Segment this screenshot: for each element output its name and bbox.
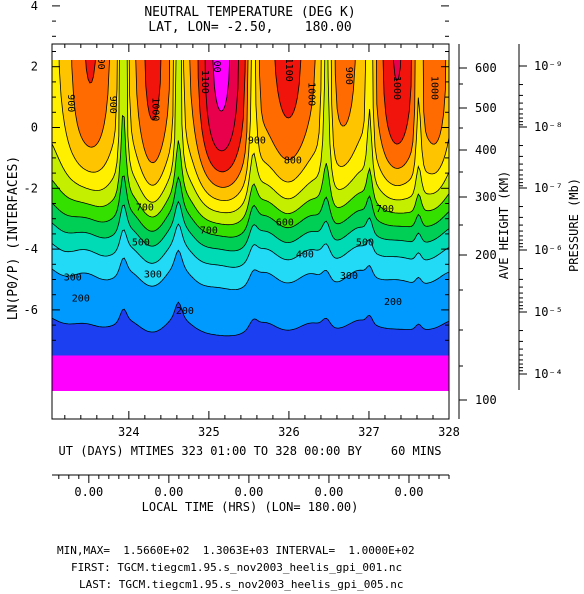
height-tick-label: 200: [475, 248, 497, 262]
info-first-file: FIRST: TGCM.tiegcm1.95.s_nov2003_heelis_…: [71, 561, 402, 574]
contour-line-700: [52, 114, 449, 226]
pressure-tick-label: 10⁻⁴: [534, 367, 563, 381]
contour-label: 1000: [149, 97, 160, 121]
pressure-axis: 10⁻⁹ 10⁻⁸ 10⁻⁷ 10⁻⁶ 10⁻⁵ 10⁻⁴: [518, 44, 563, 390]
contour-label: 700: [200, 225, 218, 236]
pressure-tick-label: 10⁻⁸: [534, 120, 563, 134]
contour-line-900: [58, 60, 449, 201]
plot-area: 300 200 300 200 300 200 700 400 600 500 500 700 700 8…: [51, 0, 450, 420]
contour-line-300: [52, 249, 449, 290]
y-tick-label: 0: [31, 121, 38, 135]
height-tick-label: 300: [475, 190, 497, 204]
contour-line-800: [52, 60, 449, 214]
pressure-tick-label: 10⁻⁷: [534, 181, 563, 195]
contour-line-400: [52, 223, 449, 268]
contour-label: 500: [356, 238, 374, 249]
contour-label: 1000: [429, 76, 440, 100]
plot-frame: [51, 43, 450, 420]
contour-label: 600: [276, 218, 294, 229]
y-tick-label: -6: [24, 303, 38, 317]
pressure-tick-label: 10⁻⁵: [534, 305, 563, 319]
x-tick-label: 325: [198, 425, 220, 439]
contour-label: 900: [107, 96, 118, 114]
x-tick-label: 324: [118, 425, 140, 439]
contour-label: 1100: [199, 70, 210, 94]
local-time-axis-label: LOCAL TIME (HRS) (LON= 180.00): [142, 500, 359, 514]
contour-label: 1100: [283, 58, 294, 82]
y-axis-label: LN(P0/P) (INTERFACES): [6, 156, 21, 320]
contour-label: 1000: [391, 76, 402, 100]
height-axis-label: AVE HEIGHT (KM): [497, 171, 511, 279]
height-tick-label: 400: [475, 143, 497, 157]
contour-label: 200: [72, 294, 90, 305]
contour-label: 900: [65, 94, 76, 112]
local-time-axis: 0.00 0.00 0.00 0.00 0.00: [52, 474, 450, 499]
contour-line-500: [52, 200, 449, 252]
contour-label: 1100: [385, 0, 396, 3]
x-tick-label: 327: [358, 425, 380, 439]
x-axis: 324 325 326 327 328: [64, 44, 460, 439]
height-tick-label: 600: [475, 61, 497, 75]
y-tick-label: -4: [24, 242, 38, 256]
contour-line-600: [52, 175, 449, 238]
local-time-tick-label: 0.00: [74, 485, 103, 499]
contour-label: 300: [340, 271, 358, 282]
contour-label: 900: [343, 67, 354, 85]
contour-line-1000: [71, 60, 447, 188]
contour-label: 800: [284, 155, 302, 166]
local-time-tick-label: 0.00: [154, 485, 183, 499]
local-time-tick-label: 0.00: [395, 485, 424, 499]
y-tick-label: 2: [31, 60, 38, 74]
temperature-bands: [52, 60, 449, 356]
contour-label: 300: [64, 272, 82, 283]
chart-title: NEUTRAL TEMPERATURE (DEG K): [144, 5, 355, 20]
info-minmax: MIN,MAX= 1.5660E+02 1.3063E+03 INTERVAL=…: [57, 544, 415, 557]
local-time-tick-label: 0.00: [314, 485, 343, 499]
y-tick-label: -2: [24, 181, 38, 195]
local-time-tick-label: 0.00: [234, 485, 263, 499]
pressure-tick-label: 10⁻⁹: [534, 59, 563, 73]
pressure-tick-label: 10⁻⁶: [534, 243, 563, 257]
y-axis: 6420-2-4-6: [24, 0, 449, 341]
contour-label: 200: [384, 297, 402, 308]
contour-label: 1000: [305, 82, 316, 106]
contour-label: 900: [95, 52, 106, 70]
info-last-file: LAST: TGCM.tiegcm1.95.s_nov2003_heelis_g…: [79, 578, 404, 591]
contour-label: 200: [176, 306, 194, 317]
contour-line-200: [52, 301, 449, 337]
band-above-1000: [71, 60, 446, 188]
y-tick-label: 4: [31, 0, 38, 13]
pressure-axis-label: PRESSURE (Mb): [567, 178, 581, 272]
contour-label: 300: [144, 269, 162, 280]
contour-label: 700: [376, 204, 394, 215]
height-tick-label: 100: [475, 393, 497, 407]
contour-label: 900: [248, 136, 266, 147]
band-above-1100: [85, 60, 412, 172]
contour-label: 500: [132, 238, 150, 249]
chart-subtitle: LAT, LON= -2.50, 180.00: [148, 20, 352, 35]
contour-labels: 300 200 300 200 300 200 700 400 600 500 500 700 700 8…: [64, 0, 440, 317]
x-tick-label: 326: [278, 425, 300, 439]
contour-label: 400: [296, 250, 314, 261]
height-axis: 600 500 400 300 200 100: [458, 44, 497, 419]
height-tick-label: 500: [475, 101, 497, 115]
contour-label: 1200: [211, 49, 222, 73]
x-axis-label: UT (DAYS) MTIMES 323 01:00 TO 328 00:00 …: [59, 444, 442, 458]
x-tick-label: 328: [438, 425, 460, 439]
contour-label: 700: [136, 203, 154, 214]
band-above-1300: [212, 60, 230, 112]
